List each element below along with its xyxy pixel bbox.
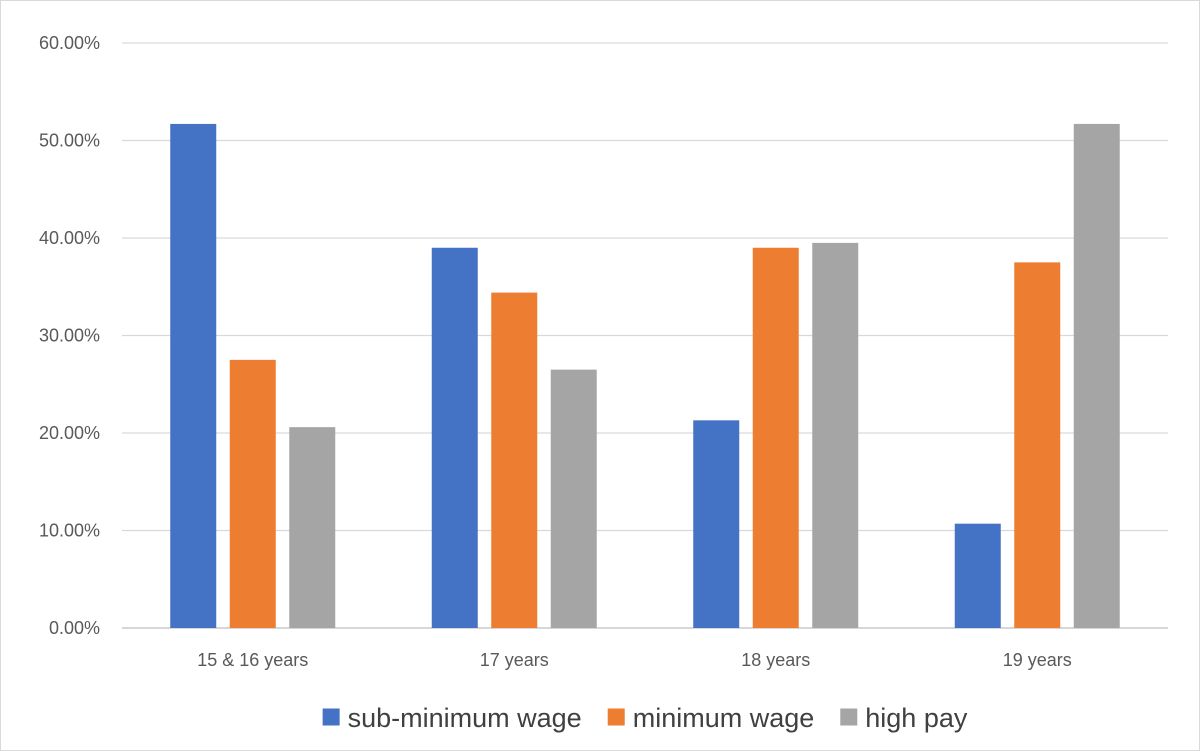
bar-sub-minimum-wage-2: [431, 247, 478, 628]
x-tick-label: 18 years: [741, 650, 810, 670]
legend-item-sub-minimum-wage: sub-minimum wage: [322, 703, 582, 733]
bar-minimum-wage-4: [1014, 262, 1061, 628]
legend-swatch: [322, 708, 340, 726]
y-tick-label: 0.00%: [49, 618, 100, 638]
bar-sub-minimum-wage-3: [693, 420, 740, 628]
bar-minimum-wage-2: [491, 292, 538, 628]
y-tick-label: 60.00%: [39, 33, 100, 53]
bar-high-pay-1: [289, 427, 336, 628]
bar-high-pay-4: [1073, 123, 1120, 629]
bars: [170, 123, 1120, 629]
bar-high-pay-3: [812, 242, 859, 628]
legend-item-minimum-wage: minimum wage: [607, 703, 815, 733]
x-tick-label: 17 years: [480, 650, 549, 670]
legend: sub-minimum wage minimum wage high pay: [322, 703, 968, 733]
bar-sub-minimum-wage-4: [954, 523, 1001, 628]
y-tick-label: 20.00%: [39, 423, 100, 443]
gridlines: [122, 42, 1168, 629]
y-tick-label: 30.00%: [39, 326, 100, 346]
x-tick-label: 19 years: [1003, 650, 1072, 670]
x-axis-tick-labels: 15 & 16 years 17 years 18 years 19 years: [197, 650, 1072, 670]
legend-swatch: [840, 708, 858, 726]
bar-minimum-wage-3: [752, 247, 799, 628]
legend-swatch: [607, 708, 625, 726]
legend-label: sub-minimum wage: [348, 703, 582, 733]
y-tick-label: 40.00%: [39, 228, 100, 248]
bar-high-pay-2: [550, 369, 597, 628]
bar-sub-minimum-wage-1: [170, 123, 217, 629]
bar-minimum-wage-1: [229, 359, 276, 628]
legend-label: minimum wage: [633, 703, 815, 733]
legend-item-high-pay: high pay: [840, 703, 968, 733]
y-tick-label: 50.00%: [39, 131, 100, 151]
x-tick-label: 15 & 16 years: [197, 650, 308, 670]
y-axis-tick-labels: 0.00% 10.00% 20.00% 30.00% 40.00% 50.00% 60.00…: [39, 33, 100, 638]
y-tick-label: 10.00%: [39, 521, 100, 541]
legend-label: high pay: [865, 703, 968, 733]
